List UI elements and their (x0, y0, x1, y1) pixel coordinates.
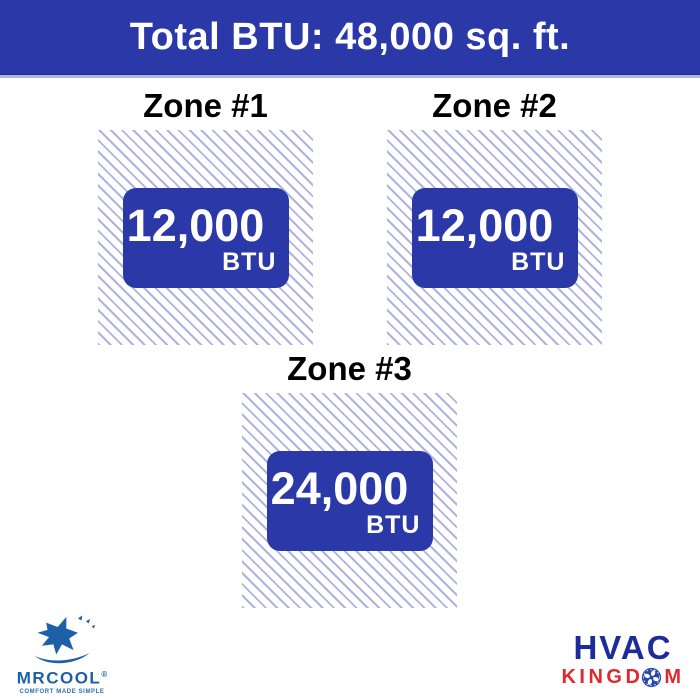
kingdom-text-left: KINGD (561, 666, 644, 688)
zone-3-btu-value: 24,000 (270, 462, 409, 514)
zone-3-btu-unit: BTU (366, 510, 421, 539)
hvac-kingdom-logo: HVAC KINGD M (552, 629, 694, 688)
mrcool-logo: MRCOOL® COMFORT MADE SIMPLE (12, 614, 112, 695)
zone-2-btu-value: 12,000 (415, 199, 554, 251)
zone-1-btu-unit: BTU (222, 247, 277, 276)
kingdom-text-right: M (664, 666, 685, 688)
zone-1-title: Zone #1 (143, 87, 268, 124)
mrcool-wordmark-text: MRCOOL (16, 668, 102, 688)
hvac-wordmark: HVAC (573, 629, 673, 666)
zone-3-area-hatch: 24,000 BTU (242, 393, 457, 608)
zone-1-btu-value: 12,000 (126, 199, 265, 251)
zone-1-btu-badge: 12,000 BTU (122, 187, 289, 288)
zone-3-title: Zone #3 (287, 350, 412, 387)
mrcool-tagline: COMFORT MADE SIMPLE (19, 688, 105, 695)
zone-1-area-hatch: 12,000 BTU (98, 130, 313, 345)
zone-1: Zone #1 12,000 BTU (98, 86, 313, 345)
zone-2-btu-badge: 12,000 BTU (411, 187, 578, 288)
fan-icon (642, 667, 662, 687)
mrcool-wordmark: MRCOOL® (12, 666, 112, 688)
zone-2-area-hatch: 12,000 BTU (387, 130, 602, 345)
zone-3: Zone #3 24,000 BTU (242, 349, 457, 608)
zone-3-btu-badge: 24,000 BTU (266, 450, 433, 551)
total-btu-title: Total BTU: 48,000 sq. ft. (129, 15, 571, 58)
zone-2: Zone #2 12,000 BTU (387, 86, 602, 345)
mrcool-registered-mark: ® (101, 670, 108, 679)
kingdom-wordmark: KINGD M (552, 666, 694, 688)
zone-2-btu-unit: BTU (511, 247, 566, 276)
mrcool-penguin-icon (34, 615, 96, 664)
header-banner: Total BTU: 48,000 sq. ft. (0, 0, 700, 75)
zone-2-title: Zone #2 (432, 87, 557, 124)
